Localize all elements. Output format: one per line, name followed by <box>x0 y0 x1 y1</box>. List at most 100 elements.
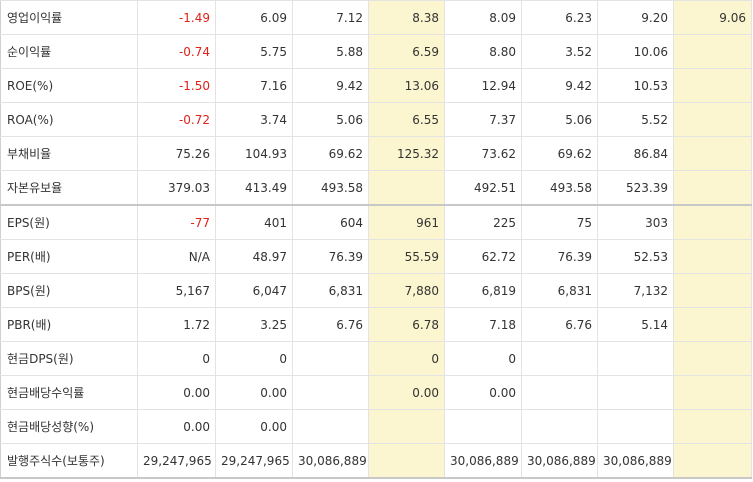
table-cell: 493.58 <box>521 170 598 206</box>
table-cell <box>368 443 445 479</box>
table-cell <box>673 102 752 137</box>
row-label: EPS(원) <box>0 205 138 240</box>
table-cell: 75.26 <box>137 136 216 171</box>
table-cell: 9.06 <box>673 0 752 35</box>
table-row: PER(배) N/A 48.97 76.39 55.59 62.72 76.39 52.53 <box>0 239 752 274</box>
table-cell: 86.84 <box>597 136 674 171</box>
table-cell: 10.53 <box>597 68 674 103</box>
table-row: 자본유보율 379.03 413.49 493.58 492.51 493.58 523.3… <box>0 170 752 206</box>
table-cell: 76.39 <box>521 239 598 274</box>
table-cell: 0.00 <box>137 409 216 444</box>
table-cell: 73.62 <box>444 136 522 171</box>
table-cell: 52.53 <box>597 239 674 274</box>
table-cell: 48.97 <box>215 239 293 274</box>
table-cell: 5.06 <box>292 102 369 137</box>
row-label: BPS(원) <box>0 273 138 308</box>
table-cell: 76.39 <box>292 239 369 274</box>
table-cell: 604 <box>292 205 369 240</box>
table-cell: 0.00 <box>137 375 216 410</box>
table-cell: 12.94 <box>444 68 522 103</box>
table-cell <box>673 273 752 308</box>
table-cell <box>292 375 369 410</box>
table-cell: 7.12 <box>292 0 369 35</box>
table-cell: 3.74 <box>215 102 293 137</box>
row-label: 자본유보율 <box>0 170 138 206</box>
table-row: 순이익률 -0.74 5.75 5.88 6.59 8.80 3.52 10.06 <box>0 34 752 69</box>
table-cell: 5,167 <box>137 273 216 308</box>
table-cell: 55.59 <box>368 239 445 274</box>
table-cell: 0.00 <box>368 375 445 410</box>
table-cell: 6,831 <box>292 273 369 308</box>
row-label: PBR(배) <box>0 307 138 342</box>
table-cell: 30,086,889 <box>597 443 674 479</box>
table-row: 발행주식수(보통주) 29,247,965 29,247,965 30,086,889… <box>0 443 752 479</box>
table-cell: 7,132 <box>597 273 674 308</box>
table-cell: 7.18 <box>444 307 522 342</box>
table-cell: 413.49 <box>215 170 293 206</box>
table-cell <box>521 375 598 410</box>
row-label: 순이익률 <box>0 34 138 69</box>
table-cell: 6.78 <box>368 307 445 342</box>
table-row: ROA(%) -0.72 3.74 5.06 6.55 7.37 5.06 5.52 <box>0 102 752 137</box>
table-cell: 0.00 <box>215 375 293 410</box>
table-cell: 7.16 <box>215 68 293 103</box>
table-cell <box>368 170 445 206</box>
table-row: 현금배당수익률 0.00 0.00 0.00 0.00 <box>0 375 752 410</box>
table-cell <box>673 409 752 444</box>
table-cell: 8.80 <box>444 34 522 69</box>
table-cell: 0 <box>137 341 216 376</box>
table-row: BPS(원) 5,167 6,047 6,831 7,880 6,819 6,831 7,13… <box>0 273 752 308</box>
table-cell: 6.76 <box>521 307 598 342</box>
table-cell <box>673 239 752 274</box>
table-row: EPS(원) -77 401 604 961 225 75 303 <box>0 205 752 240</box>
table-cell: 8.38 <box>368 0 445 35</box>
table-cell: 379.03 <box>137 170 216 206</box>
table-cell <box>292 341 369 376</box>
table-cell: 9.42 <box>521 68 598 103</box>
table-cell <box>521 409 598 444</box>
table-cell <box>673 341 752 376</box>
table-cell <box>368 409 445 444</box>
row-label: 현금배당수익률 <box>0 375 138 410</box>
table-cell: -0.72 <box>137 102 216 137</box>
table-cell: 0 <box>444 341 522 376</box>
table-cell <box>597 375 674 410</box>
table-cell: N/A <box>137 239 216 274</box>
table-cell <box>444 409 522 444</box>
table-cell <box>673 443 752 479</box>
table-cell: 30,086,889 <box>444 443 522 479</box>
table-cell: 104.93 <box>215 136 293 171</box>
table-cell: 225 <box>444 205 522 240</box>
table-cell: 0.00 <box>444 375 522 410</box>
table-row: 부채비율 75.26 104.93 69.62 125.32 73.62 69.62 86.8… <box>0 136 752 171</box>
table-cell: 5.88 <box>292 34 369 69</box>
table-cell: 29,247,965 <box>215 443 293 479</box>
table-cell: 0 <box>368 341 445 376</box>
table-row: PBR(배) 1.72 3.25 6.76 6.78 7.18 6.76 5.14 <box>0 307 752 342</box>
table-cell: 3.52 <box>521 34 598 69</box>
table-cell: 5.06 <box>521 102 598 137</box>
table-cell <box>292 409 369 444</box>
table-cell <box>597 409 674 444</box>
table-cell: 6,047 <box>215 273 293 308</box>
table-cell: 10.06 <box>597 34 674 69</box>
table-cell: 6,819 <box>444 273 522 308</box>
table-cell <box>521 341 598 376</box>
table-cell: 523.39 <box>597 170 674 206</box>
table-row: 현금배당성향(%) 0.00 0.00 <box>0 409 752 444</box>
table-cell: 125.32 <box>368 136 445 171</box>
table-cell: 5.52 <box>597 102 674 137</box>
table-row: 영업이익률 -1.49 6.09 7.12 8.38 8.09 6.23 9.20 9.06 <box>0 0 752 35</box>
table-cell: 1.72 <box>137 307 216 342</box>
table-cell <box>673 205 752 240</box>
table-cell: 6.76 <box>292 307 369 342</box>
table-cell: 401 <box>215 205 293 240</box>
row-label: 영업이익률 <box>0 0 138 35</box>
table-cell: 6.59 <box>368 34 445 69</box>
table-cell: 492.51 <box>444 170 522 206</box>
table-cell: 62.72 <box>444 239 522 274</box>
table-cell: 5.75 <box>215 34 293 69</box>
table-row: 현금DPS(원) 0 0 0 0 <box>0 341 752 376</box>
table-cell <box>673 170 752 206</box>
